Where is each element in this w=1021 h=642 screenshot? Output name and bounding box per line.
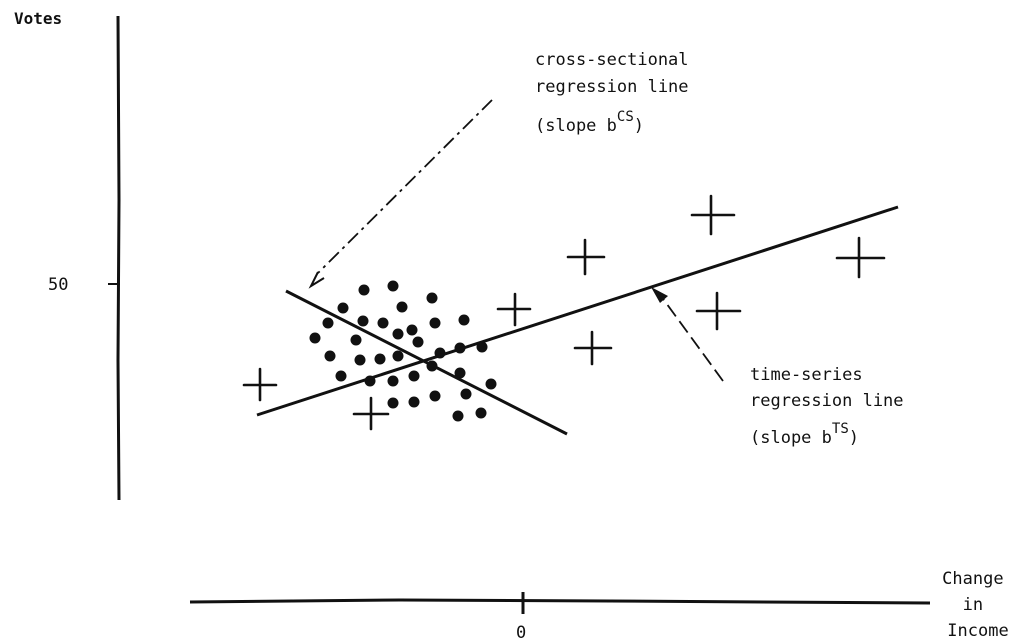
data-dot (452, 410, 464, 422)
x-axis-title-line-1: Change (942, 569, 1003, 589)
time-series-label: time-series regression line (750, 365, 904, 411)
ts-slope-superscript: TS (832, 421, 849, 437)
cs-slope-suffix: ) (634, 116, 644, 136)
cross-sectional-dots (309, 280, 497, 422)
cross-sectional-label: cross-sectional regression line (535, 50, 699, 97)
data-dot (322, 317, 334, 329)
time-series-label-line-1: time-series (750, 365, 863, 385)
x-axis-line (189, 598, 931, 605)
data-dot (350, 334, 362, 346)
data-dot (408, 396, 420, 408)
data-dot (377, 317, 389, 329)
data-dot (354, 354, 366, 366)
plus-marker (690, 194, 736, 236)
time-series-label-line-2: regression line (750, 391, 904, 411)
data-dot (412, 336, 424, 348)
data-dot (309, 332, 321, 344)
cross-sectional-label-line-1: cross-sectional (535, 50, 689, 70)
data-dot (387, 280, 399, 292)
time-series-markers (242, 194, 886, 431)
x-axis-tick-label: 0 (516, 623, 526, 642)
data-dot (387, 397, 399, 409)
cross-sectional-regression-line (285, 289, 568, 436)
cs-slope-prefix: (slope b (535, 116, 617, 136)
data-dot (335, 370, 347, 382)
data-dot (454, 367, 466, 379)
data-dot (374, 353, 386, 365)
data-dot (337, 302, 349, 314)
x-axis-title: Change in Income (942, 569, 1014, 641)
plus-marker (835, 236, 886, 279)
data-dot (324, 350, 336, 362)
data-dot (458, 314, 470, 326)
time-series-slope-label: (slope bTS) (750, 421, 859, 448)
data-dot (387, 375, 399, 387)
x-axis-title-line-3: Income (947, 621, 1008, 641)
y-axis-tick-label: 50 (48, 275, 68, 295)
data-dot (426, 292, 438, 304)
data-dot (408, 370, 420, 382)
cross-sectional-pointer-arrow (317, 99, 493, 274)
time-series-arrowhead (651, 287, 668, 303)
data-dot (429, 317, 441, 329)
data-dot (357, 315, 369, 327)
data-dot (429, 390, 441, 402)
cross-sectional-slope-label: (slope bCS) (535, 109, 644, 136)
cross-sectional-label-line-2: regression line (535, 77, 689, 97)
data-dot (396, 301, 408, 313)
time-series-pointer-arrow (660, 295, 724, 382)
data-dot (392, 350, 404, 362)
data-dot (475, 407, 487, 419)
data-dot (358, 284, 370, 296)
plus-marker (573, 330, 613, 366)
data-dot (406, 324, 418, 336)
y-axis-title: Votes (14, 9, 62, 28)
plus-marker (566, 238, 606, 276)
ts-slope-prefix: (slope b (750, 428, 832, 448)
y-axis-line (116, 15, 121, 501)
plus-marker (352, 396, 390, 431)
data-dot (392, 328, 404, 340)
plus-marker (496, 292, 532, 327)
data-dot (485, 378, 497, 390)
cross-sectional-arrowhead (308, 271, 325, 289)
plus-marker (242, 367, 278, 402)
time-series-regression-line (256, 205, 899, 417)
x-axis-title-line-2: in (963, 595, 983, 615)
plus-marker (695, 291, 742, 331)
cs-slope-superscript: CS (617, 109, 634, 125)
data-dot (460, 388, 472, 400)
ts-slope-suffix: ) (849, 428, 859, 448)
